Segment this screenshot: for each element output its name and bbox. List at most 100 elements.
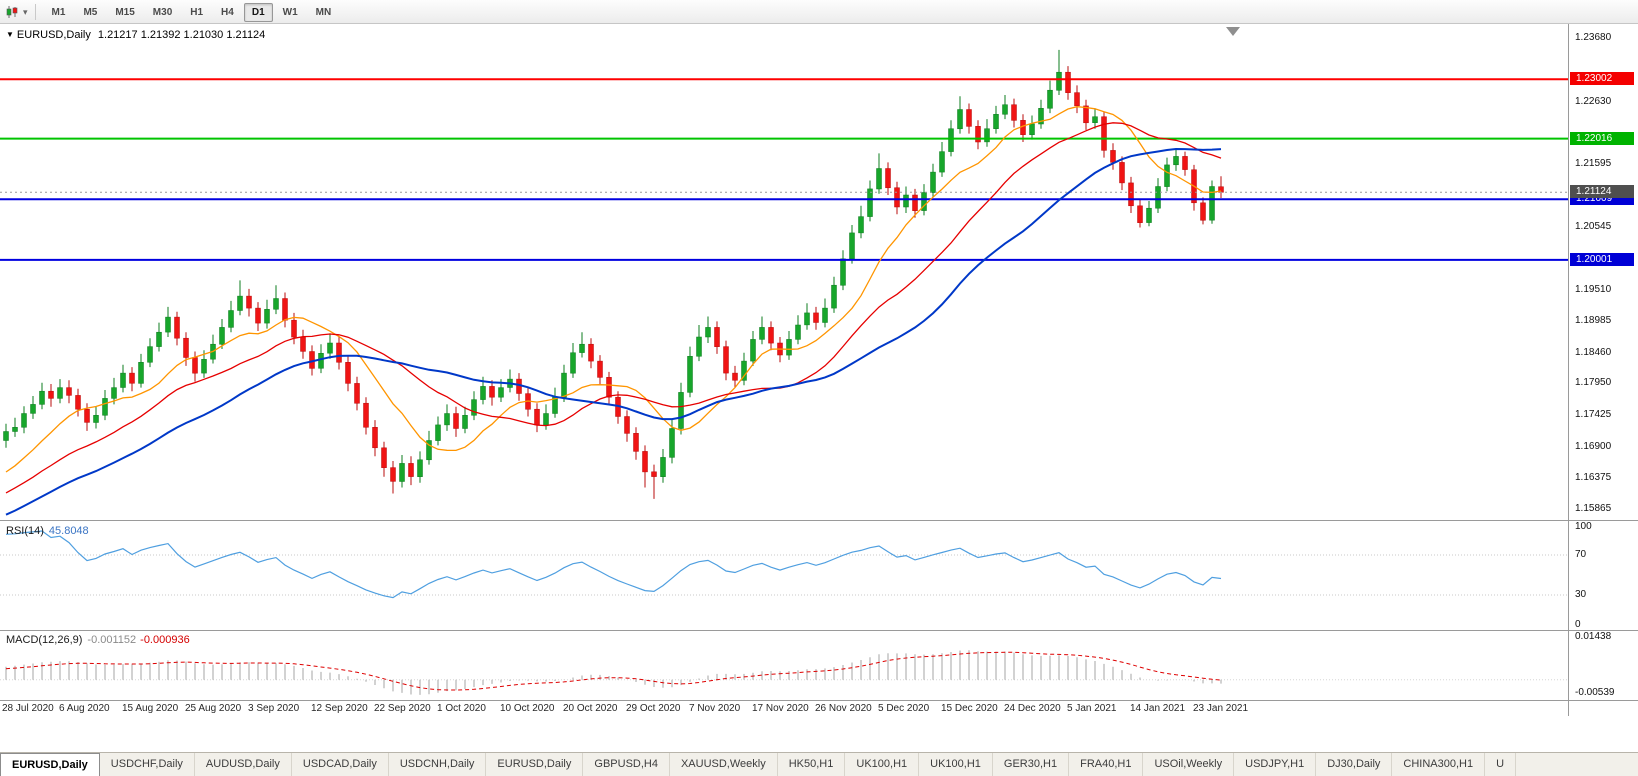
price-tick-label: 1.21595 [1575, 158, 1612, 169]
macd-axis-min: -0.00539 [1575, 687, 1615, 698]
timeframe-button-h1[interactable]: H1 [190, 6, 204, 18]
timeframe-button-h4[interactable]: H4 [221, 6, 234, 18]
price-axis-divider [1568, 24, 1569, 716]
chart-tab-gbpusd-h4[interactable]: GBPUSD,H4 [583, 753, 670, 776]
ohlc-values: 1.21217 1.21392 1.21030 1.21124 [97, 29, 266, 41]
chart-tab-usdchf-daily[interactable]: USDCHF,Daily [100, 753, 195, 776]
price-badge: 1.20001 [1570, 252, 1634, 266]
rsi-level-label: 100 [1575, 521, 1592, 532]
main-chart-panel[interactable] [0, 24, 1568, 520]
chevron-down-icon[interactable]: ▾ [23, 6, 28, 17]
price-badge: 1.22016 [1570, 131, 1634, 145]
chart-tab-audusd-daily[interactable]: AUDUSD,Daily [195, 753, 292, 776]
panel-divider[interactable] [0, 520, 1638, 521]
price-tick-label: 1.17425 [1575, 409, 1612, 420]
macd-name: MACD(12,26,9) [6, 634, 83, 646]
timeframe-button-m5[interactable]: M5 [83, 6, 98, 18]
chart-tab-china300-h1[interactable]: CHINA300,H1 [1392, 753, 1486, 776]
price-tick-label: 1.23680 [1575, 32, 1612, 44]
timeframe-button-m15[interactable]: M15 [115, 6, 135, 18]
time-axis[interactable]: 28 Jul 2020 6 Aug 2020 15 Aug 2020 25 Aug 2… [0, 701, 1568, 716]
panel-divider[interactable] [0, 630, 1638, 631]
macd-canvas[interactable] [0, 631, 1568, 700]
price-tick-label: 1.15865 [1575, 502, 1612, 514]
macd-signal-value: -0.000936 [140, 634, 190, 646]
macd-main-value: -0.001152 [87, 634, 137, 646]
date-label: 26 Nov 2020 [815, 703, 872, 714]
timeframe-button-m1[interactable]: M1 [51, 6, 66, 18]
chart-tab-eurusd-daily[interactable]: EURUSD,Daily [0, 753, 100, 776]
timeframe-button-d1[interactable]: D1 [243, 2, 273, 22]
chart-tab-ger30-h1[interactable]: GER30,H1 [993, 753, 1070, 776]
toolbar-separator [34, 3, 36, 20]
macd-axis[interactable]: 0.01438 -0.00539 [1570, 631, 1638, 700]
date-label: 23 Jan 2021 [1193, 703, 1249, 714]
chart-tab-dj30-daily[interactable]: DJ30,Daily [1316, 753, 1393, 776]
timeframe-button-w1[interactable]: W1 [282, 6, 298, 18]
chart-tab-uk100-h1[interactable]: UK100,H1 [919, 753, 993, 776]
main-chart-canvas[interactable] [0, 24, 1568, 520]
date-label: 6 Aug 2020 [59, 703, 110, 714]
chart-tab-xauusd-weekly[interactable]: XAUUSD,Weekly [670, 753, 778, 776]
chart-tab-fra40-h1[interactable]: FRA40,H1 [1069, 753, 1144, 776]
chart-tab-usdjpy-h1[interactable]: USDJPY,H1 [1234, 753, 1317, 776]
price-badge: 1.21124 [1570, 185, 1634, 199]
date-label: 5 Jan 2021 [1067, 703, 1117, 714]
panel-divider [0, 700, 1638, 701]
macd-indicator-label: MACD(12,26,9) -0.001152 -0.000936 [6, 634, 190, 646]
timeframe-button-mn[interactable]: MN [315, 6, 332, 18]
date-label: 15 Dec 2020 [941, 703, 998, 714]
date-label: 15 Aug 2020 [122, 703, 179, 714]
date-label: 17 Nov 2020 [752, 703, 809, 714]
price-tick-label: 1.16375 [1575, 472, 1612, 484]
date-label: 12 Sep 2020 [311, 703, 368, 714]
chart-tab-bar: EURUSD,Daily USDCHF,Daily AUDUSD,Daily USDC… [0, 752, 1638, 776]
rsi-canvas[interactable] [0, 521, 1568, 630]
candlestick-glyph [6, 5, 18, 18]
rsi-level-label: 70 [1575, 549, 1587, 560]
chart-tab-eurusd-daily[interactable]: EURUSD,Daily [486, 753, 584, 776]
chart-type-icon[interactable] [5, 5, 21, 19]
macd-axis-max: 0.01438 [1575, 631, 1612, 642]
rsi-indicator-label: RSI(14) 45.8048 [6, 525, 89, 537]
price-badge: 1.23002 [1570, 72, 1634, 86]
date-label: 1 Oct 2020 [437, 703, 486, 714]
price-axis[interactable]: 1.23680 1.22630 1.21595 1.20545 1.19510 1.189… [1570, 24, 1638, 520]
price-tick-label: 1.17950 [1575, 377, 1612, 389]
chart-tab-hk50-h1[interactable]: HK50,H1 [778, 753, 846, 776]
rsi-level-label: 30 [1575, 589, 1587, 600]
date-label: 29 Oct 2020 [626, 703, 681, 714]
rsi-level-label: 0 [1575, 619, 1581, 630]
date-label: 22 Sep 2020 [374, 703, 431, 714]
chart-shift-marker-icon [1226, 27, 1240, 36]
date-label: 24 Dec 2020 [1004, 703, 1061, 714]
timeframe-toolbar: ▾ M1 M5 M15 M30 H1 H4 D1 W1 MN [0, 0, 1638, 24]
price-tick-label: 1.20545 [1575, 221, 1612, 233]
chart-tab-usoil-weekly[interactable]: USOil,Weekly [1143, 753, 1235, 776]
date-label: 10 Oct 2020 [500, 703, 555, 714]
date-label: 28 Jul 2020 [2, 703, 54, 714]
rsi-value: 45.8048 [48, 525, 89, 537]
price-tick-label: 1.16900 [1575, 440, 1612, 452]
chart-tab-uk100-h1[interactable]: UK100,H1 [845, 753, 920, 776]
chart-tab-usdcnh-daily[interactable]: USDCNH,Daily [389, 753, 487, 776]
chart-menu-icon[interactable]: ▼ [6, 30, 14, 39]
chart-tab-u[interactable]: U [1485, 753, 1517, 776]
price-tick-label: 1.18985 [1575, 315, 1612, 327]
chart-tab-usdcad-daily[interactable]: USDCAD,Daily [292, 753, 389, 776]
date-label: 14 Jan 2021 [1130, 703, 1186, 714]
rsi-axis[interactable]: 100 70 30 0 [1570, 521, 1638, 630]
date-label: 3 Sep 2020 [248, 703, 300, 714]
price-tick-label: 1.18460 [1575, 346, 1612, 358]
price-tick-label: 1.19510 [1575, 283, 1612, 295]
bottom-spacer [0, 717, 1638, 752]
timeframe-button-m30[interactable]: M30 [152, 6, 173, 18]
date-label: 5 Dec 2020 [878, 703, 930, 714]
chart-title: ▼ EURUSD,Daily 1.21217 1.21392 1.21030 1.2… [6, 29, 265, 41]
macd-panel[interactable] [0, 631, 1568, 700]
symbol-period-label: EURUSD,Daily [16, 29, 91, 41]
rsi-panel[interactable] [0, 521, 1568, 630]
timeframe-buttons: M1 M5 M15 M30 H1 H4 D1 W1 MN [43, 2, 341, 22]
price-tick-label: 1.22630 [1575, 95, 1612, 107]
